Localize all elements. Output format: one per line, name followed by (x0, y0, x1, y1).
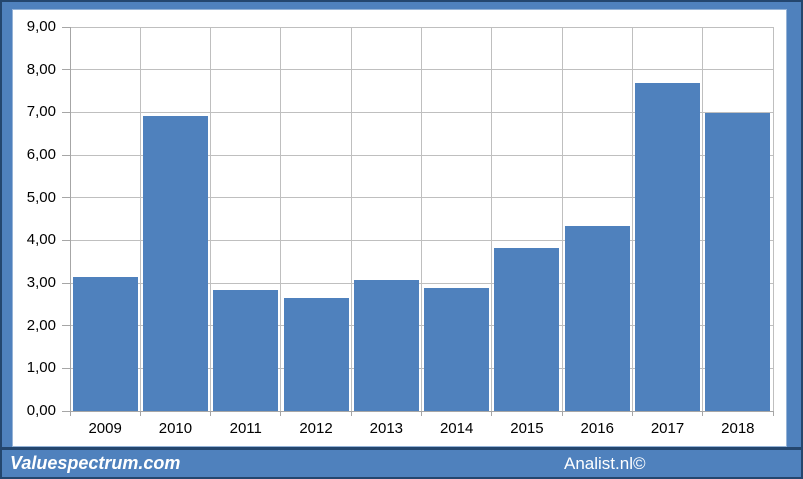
x-tick-mark (421, 411, 422, 416)
x-tick-mark (69, 411, 71, 416)
y-tick-mark (62, 69, 70, 71)
x-axis-label: 2009 (88, 420, 122, 437)
y-axis-label: 8,00 (26, 60, 56, 78)
x-axis-label: 2016 (580, 420, 614, 437)
brand-text: Valuespectrum.com (10, 453, 181, 473)
y-axis-label: 4,00 (26, 231, 56, 249)
vgrid-line (280, 27, 282, 411)
y-tick-mark (62, 325, 70, 327)
y-tick-mark (62, 410, 70, 412)
y-axis-label: 0,00 (26, 402, 56, 419)
x-axis-label: 2018 (721, 420, 755, 437)
y-axis-label: 6,00 (26, 146, 56, 163)
plot-area: 0,00 1,00 2,00 3,00 4,00 5,00 6,00 7,00 8,00 9,00… (27, 18, 774, 437)
y-tick-mark (62, 239, 70, 241)
vgrid-line (702, 27, 704, 411)
x-axis-label: 2010 (158, 420, 193, 437)
vgrid-line (350, 27, 352, 411)
bar-2011 (213, 289, 279, 411)
x-axis-label: 2011 (229, 420, 262, 437)
vgrid-line (210, 27, 212, 411)
x-axis-label: 2017 (650, 420, 685, 437)
bar-2016 (564, 225, 630, 411)
bar-2017 (635, 83, 701, 411)
y-tick-mark (62, 26, 70, 28)
y-axis-label: 1,00 (26, 359, 56, 377)
bar-2015 (494, 248, 560, 411)
y-axis-label: 5,00 (26, 188, 56, 206)
x-tick-mark (772, 411, 774, 416)
bar-2013 (353, 280, 419, 411)
vgrid-line (421, 27, 422, 411)
x-axis-label: 2012 (299, 420, 333, 437)
vgrid-line (491, 27, 493, 411)
y-tick-mark (62, 282, 70, 284)
x-axis-label: 2013 (369, 420, 404, 437)
x-tick-mark (561, 411, 563, 416)
x-tick-mark (702, 411, 704, 416)
x-axis-label: 2014 (439, 420, 474, 437)
vgrid-line (631, 27, 633, 411)
y-tick-mark (62, 111, 70, 113)
y-axis-label: 2,00 (26, 316, 56, 334)
x-tick-mark (210, 411, 212, 416)
x-axis-label: 2015 (510, 420, 544, 437)
bar-2018 (705, 113, 771, 411)
vgrid-line (772, 27, 774, 411)
y-axis-line (69, 27, 71, 411)
bar-2009 (72, 276, 138, 411)
y-axis-label: 7,00 (26, 103, 56, 121)
bar-2012 (283, 298, 349, 411)
vgrid-line (139, 27, 141, 411)
footer-bar: Valuespectrum.com Analist.nl© (2, 447, 801, 477)
x-tick-mark (139, 411, 141, 416)
vgrid-line (561, 27, 563, 411)
y-axis-label: 3,00 (26, 274, 56, 291)
y-tick-mark (62, 367, 70, 369)
y-tick-mark (62, 154, 70, 156)
credit-text: Analist.nl© (564, 454, 646, 473)
x-tick-mark (350, 411, 352, 416)
x-tick-mark (280, 411, 282, 416)
y-tick-mark (62, 197, 70, 199)
y-axis-label: 9,00 (26, 18, 56, 35)
bar-2010 (142, 115, 208, 411)
bar-2014 (424, 288, 490, 411)
x-tick-mark (631, 411, 633, 416)
x-tick-mark (491, 411, 493, 416)
